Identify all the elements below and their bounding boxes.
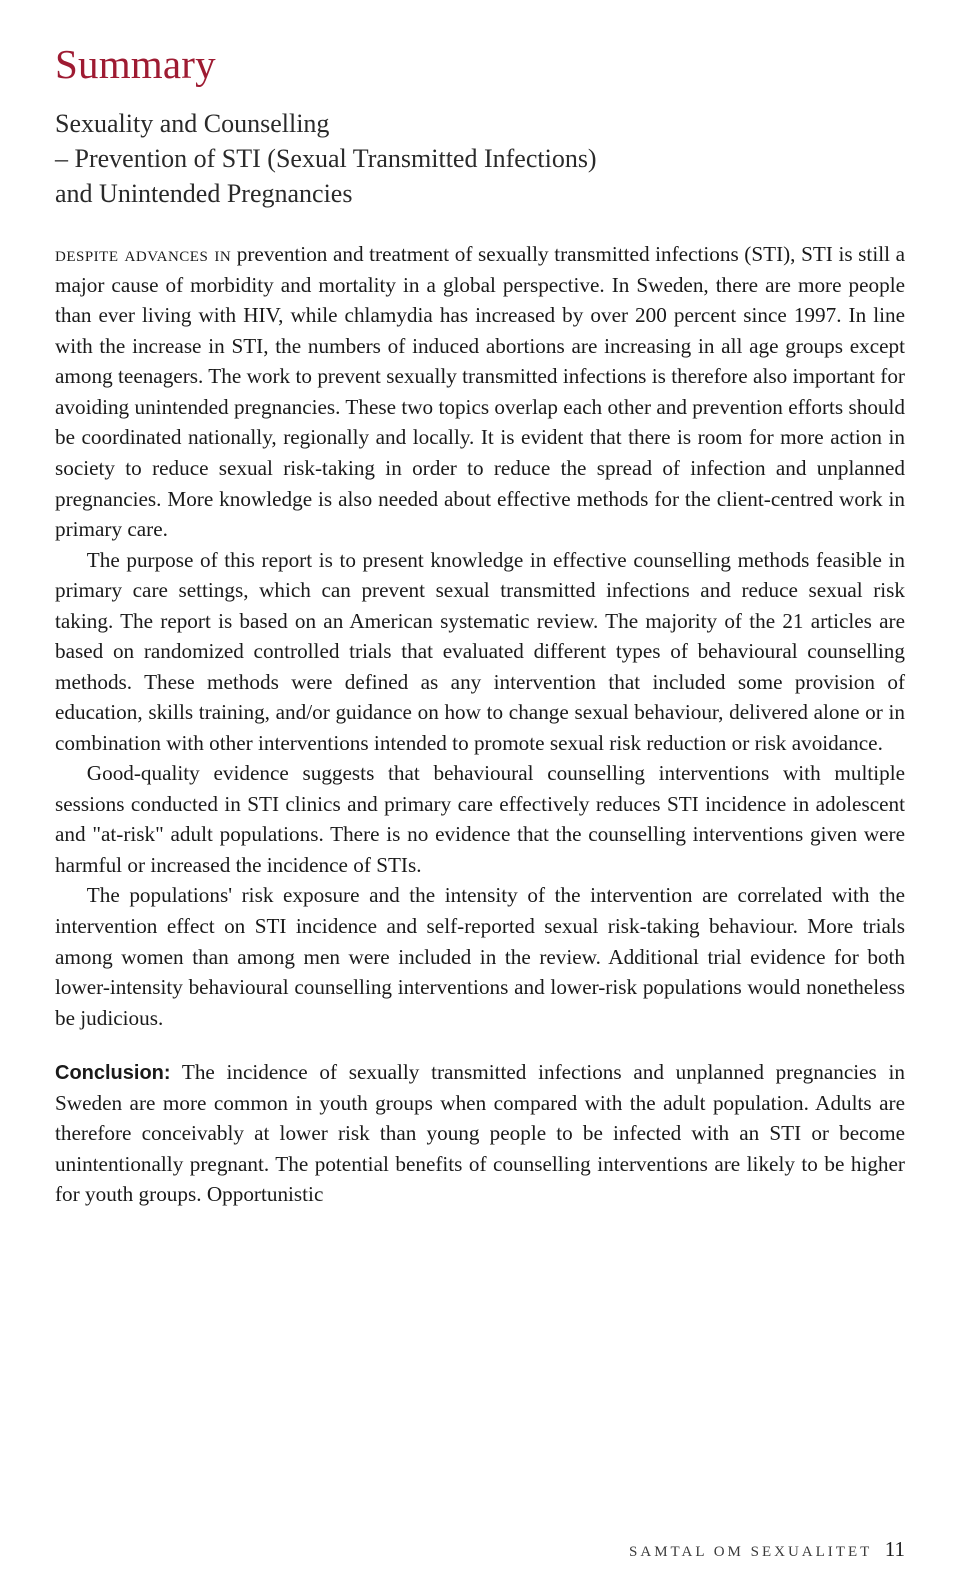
footer: SAMTAL OM SEXUALITET 11 (629, 1537, 905, 1562)
page-number: 11 (885, 1537, 905, 1561)
subtitle: Sexuality and Counselling – Prevention o… (55, 106, 905, 211)
paragraph-1-rest: prevention and treatment of sexually tra… (55, 242, 905, 541)
lead-smallcaps: despite advances in (55, 242, 231, 266)
paragraph-1: despite advances in prevention and treat… (55, 239, 905, 544)
conclusion-text: The incidence of sexually transmitted in… (55, 1060, 905, 1206)
running-title: SAMTAL OM SEXUALITET (629, 1544, 872, 1560)
conclusion-label: Conclusion: (55, 1062, 171, 1084)
paragraph-4: The populations' risk exposure and the i… (55, 880, 905, 1033)
paragraph-spacer (55, 1033, 905, 1057)
page-title: Summary (55, 40, 905, 88)
page: Summary Sexuality and Counselling – Prev… (0, 0, 960, 1590)
body-text: despite advances in prevention and treat… (55, 239, 905, 1210)
paragraph-3: Good-quality evidence suggests that beha… (55, 758, 905, 880)
conclusion-paragraph: Conclusion: The incidence of sexually tr… (55, 1057, 905, 1210)
paragraph-2: The purpose of this report is to present… (55, 545, 905, 759)
subtitle-text: Sexuality and Counselling – Prevention o… (55, 109, 597, 208)
